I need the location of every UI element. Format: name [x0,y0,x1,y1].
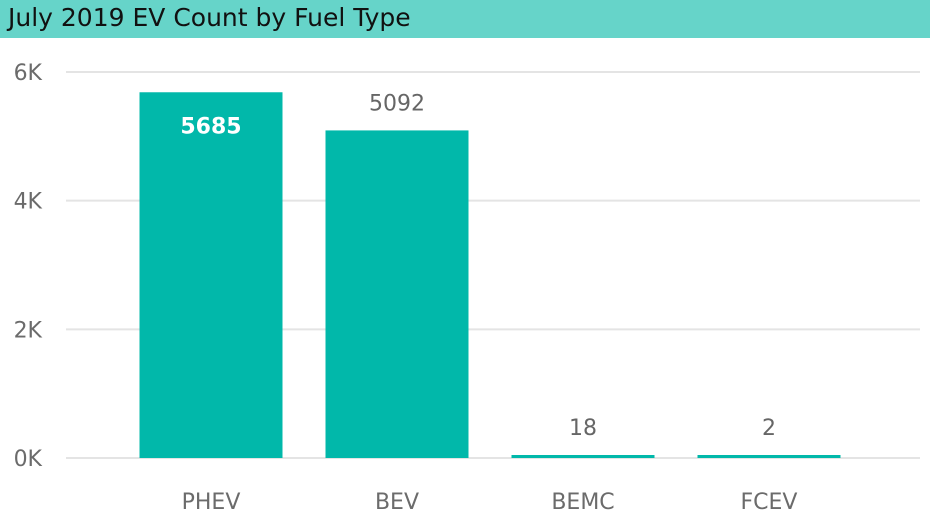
data-label: 5092 [369,91,425,116]
y-tick-label: 6K [14,61,43,86]
y-tick-label: 4K [14,190,43,215]
x-tick-label: PHEV [182,490,241,515]
bar [325,130,469,458]
data-label: 5685 [180,114,241,139]
data-label: 2 [762,416,776,441]
y-tick-label: 0K [14,447,43,472]
title-bar: July 2019 EV Count by Fuel Type [0,0,930,38]
x-tick-label: BEV [375,490,419,515]
bar [139,92,283,458]
data-label: 18 [569,416,597,441]
bar [697,455,841,458]
x-tick-label: BEMC [551,490,614,515]
y-tick-label: 2K [14,318,43,343]
chart-title: July 2019 EV Count by Fuel Type [8,3,411,32]
x-tick-label: FCEV [741,490,798,515]
bar [511,455,655,458]
